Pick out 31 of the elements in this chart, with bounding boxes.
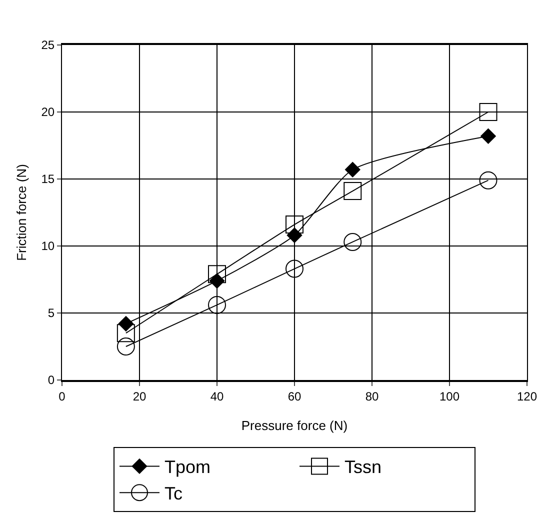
x-tick-label: 80 [365, 389, 379, 404]
legend-label: Tpom [164, 457, 211, 478]
x-tick-label: 100 [439, 389, 460, 404]
y-tick-label: 0 [48, 373, 55, 388]
y-tick-label: 15 [41, 172, 55, 186]
y-tick-label: 5 [48, 306, 55, 320]
point [286, 228, 302, 243]
x-tick-label: 20 [132, 389, 146, 404]
x-tick-label: 40 [210, 389, 224, 404]
point [116, 324, 135, 342]
x-axis-title: Pressure force (N) [241, 418, 348, 433]
y-tick-label: 10 [41, 239, 55, 254]
x-tick-label: 120 [516, 389, 538, 404]
x-tick-label: 60 [288, 389, 302, 404]
legend-label: Tc [164, 484, 182, 504]
y-tick-label: 20 [41, 105, 55, 120]
point [479, 171, 498, 190]
x-tick-label: 0 [58, 389, 66, 404]
y-tick-label: 25 [41, 38, 55, 52]
point [344, 232, 362, 251]
point [344, 162, 360, 178]
point [480, 128, 496, 144]
point [116, 338, 135, 356]
point [208, 296, 226, 314]
point [286, 260, 304, 278]
point [344, 182, 362, 200]
point [208, 265, 226, 284]
point [286, 216, 304, 234]
point [479, 103, 498, 121]
legend-label: Tssn [344, 457, 382, 478]
y-axis-title: Friction force (N) [14, 164, 29, 261]
